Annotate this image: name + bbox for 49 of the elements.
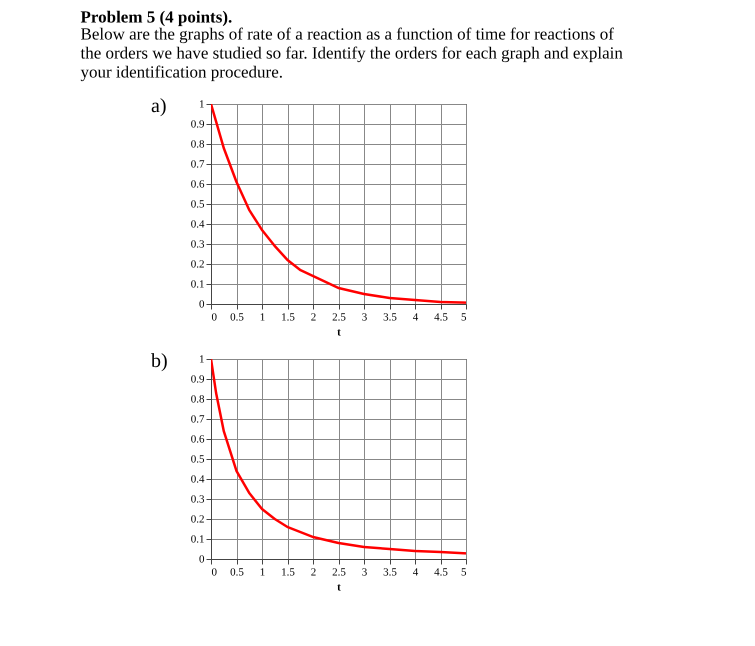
x-tick-label: 2 [310, 566, 316, 578]
chart-title: Problem 5 (4 points). [80, 8, 232, 26]
x-tick-label: 1.5 [281, 312, 296, 324]
y-tick-label: 0 [199, 554, 205, 566]
y-tick-label: 0.5 [190, 198, 205, 210]
x-axis-title: t [337, 582, 342, 594]
x-axis-title: t [337, 326, 342, 338]
x-tick-label: 2 [310, 312, 316, 324]
x-tick-label: 5 [461, 312, 467, 324]
x-tick-label: 4.5 [434, 312, 448, 324]
x-tick-label: 4 [412, 312, 419, 324]
y-tick-label: 0.2 [190, 258, 204, 270]
y-tick-label: 0.8 [190, 138, 205, 150]
y-tick-label: 0.7 [190, 158, 205, 170]
x-tick-label: 1 [260, 312, 266, 324]
y-tick-label: 0.7 [190, 414, 205, 426]
y-tick-label: 0.4 [190, 218, 205, 230]
x-tick-label: 3 [362, 566, 368, 578]
y-tick-label: 0.9 [190, 374, 205, 386]
y-tick-label: 0.6 [190, 178, 205, 190]
x-tick-label: 4.5 [434, 566, 448, 578]
x-tick-label: 2.5 [332, 566, 346, 578]
x-tick-label: 3.5 [383, 566, 398, 578]
y-tick-label: 0.3 [190, 238, 205, 250]
y-tick-label: 0.8 [190, 394, 205, 406]
x-tick-label: 0 [212, 566, 218, 578]
y-tick-label: 0.5 [190, 454, 205, 466]
x-tick-label: 1.5 [281, 566, 296, 578]
y-tick-label: 0.1 [190, 278, 204, 290]
y-tick-label: 0.4 [190, 474, 205, 486]
x-tick-label: 5 [461, 566, 467, 578]
y-tick-label: 0.9 [190, 118, 205, 130]
text: a) [151, 95, 167, 117]
x-tick-label: 2.5 [332, 312, 346, 324]
y-tick-label: 0.6 [190, 434, 205, 446]
x-tick-label: 0.5 [230, 566, 244, 578]
x-tick-label: 3 [362, 312, 368, 324]
text: b) [151, 350, 168, 372]
x-tick-label: 4 [412, 566, 419, 578]
x-tick-label: 1 [260, 566, 266, 578]
y-tick-label: 1 [199, 98, 204, 110]
y-tick-label: 0.1 [190, 534, 204, 546]
x-tick-label: 3.5 [383, 312, 398, 324]
y-tick-label: 0.3 [190, 494, 205, 506]
x-tick-label: 0 [212, 312, 218, 324]
x-tick-label: 0.5 [230, 312, 244, 324]
y-tick-label: 1 [199, 354, 204, 366]
y-tick-label: 0.2 [190, 514, 204, 526]
y-tick-label: 0 [199, 298, 205, 310]
